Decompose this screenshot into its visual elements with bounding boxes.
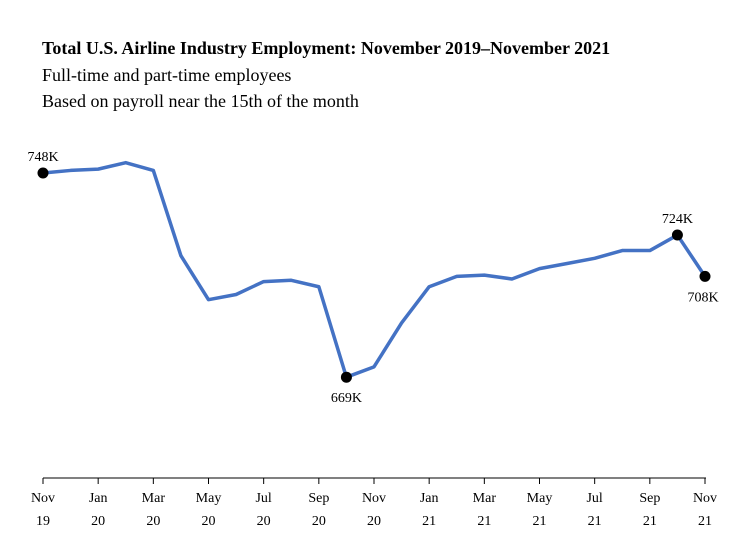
data-label: 724K: [662, 212, 693, 227]
x-tick-label-year: 21: [643, 514, 657, 529]
x-tick-label-month: May: [196, 491, 222, 506]
series-line: [41, 160, 707, 379]
data-markers: [37, 167, 711, 383]
data-point-marker: [699, 270, 711, 282]
x-tick-label-year: 21: [477, 514, 491, 529]
data-point-marker: [37, 167, 49, 179]
x-tick-label-year: 19: [36, 514, 50, 529]
x-tick-label-month: Nov: [362, 491, 386, 506]
data-label: 748K: [27, 150, 58, 165]
x-tick-label-month: Mar: [473, 491, 497, 506]
x-tick-label-year: 20: [257, 514, 271, 529]
x-tick-label-year: 21: [588, 514, 602, 529]
x-tick-label-month: Mar: [142, 491, 166, 506]
data-point-marker: [671, 229, 683, 241]
x-tick-label-month: Sep: [308, 491, 329, 506]
x-tick-label-year: 20: [367, 514, 381, 529]
chart-subtitle-payroll: Based on payroll near the 15th of the mo…: [42, 91, 359, 111]
x-tick-label-year: 21: [698, 514, 712, 529]
x-tick-label-month: Jan: [89, 491, 108, 506]
x-tick-label-month: Jul: [255, 491, 271, 506]
chart-title: Total U.S. Airline Industry Employment: …: [42, 38, 611, 58]
x-tick-label-month: Nov: [31, 491, 55, 506]
data-label: 669K: [331, 391, 362, 406]
x-tick-label-month: Jan: [420, 491, 439, 506]
x-tick-label-year: 20: [202, 514, 216, 529]
x-axis-tick-labels: Nov 19 Jan 20 Mar 20 May 20 Jul 20 Sep 20 Nov 20 Jan 21…: [31, 491, 717, 529]
data-point-marker: [340, 371, 352, 383]
x-tick-label-year: 20: [312, 514, 326, 529]
x-tick-label-year: 21: [533, 514, 547, 529]
x-tick-label-year: 20: [91, 514, 105, 529]
x-tick-label-month: May: [527, 491, 553, 506]
x-tick-label-year: 21: [422, 514, 436, 529]
x-tick-label-month: Sep: [639, 491, 660, 506]
x-tick-label-year: 20: [146, 514, 160, 529]
x-axis-ticks: [42, 478, 706, 484]
x-tick-label-month: Nov: [693, 491, 717, 506]
data-label: 708K: [687, 290, 718, 305]
chart-subtitle-employees: Full-time and part-time employees: [42, 65, 292, 85]
x-tick-label-month: Jul: [586, 491, 602, 506]
data-labels: 748K 669K 724K 708K: [27, 150, 718, 406]
